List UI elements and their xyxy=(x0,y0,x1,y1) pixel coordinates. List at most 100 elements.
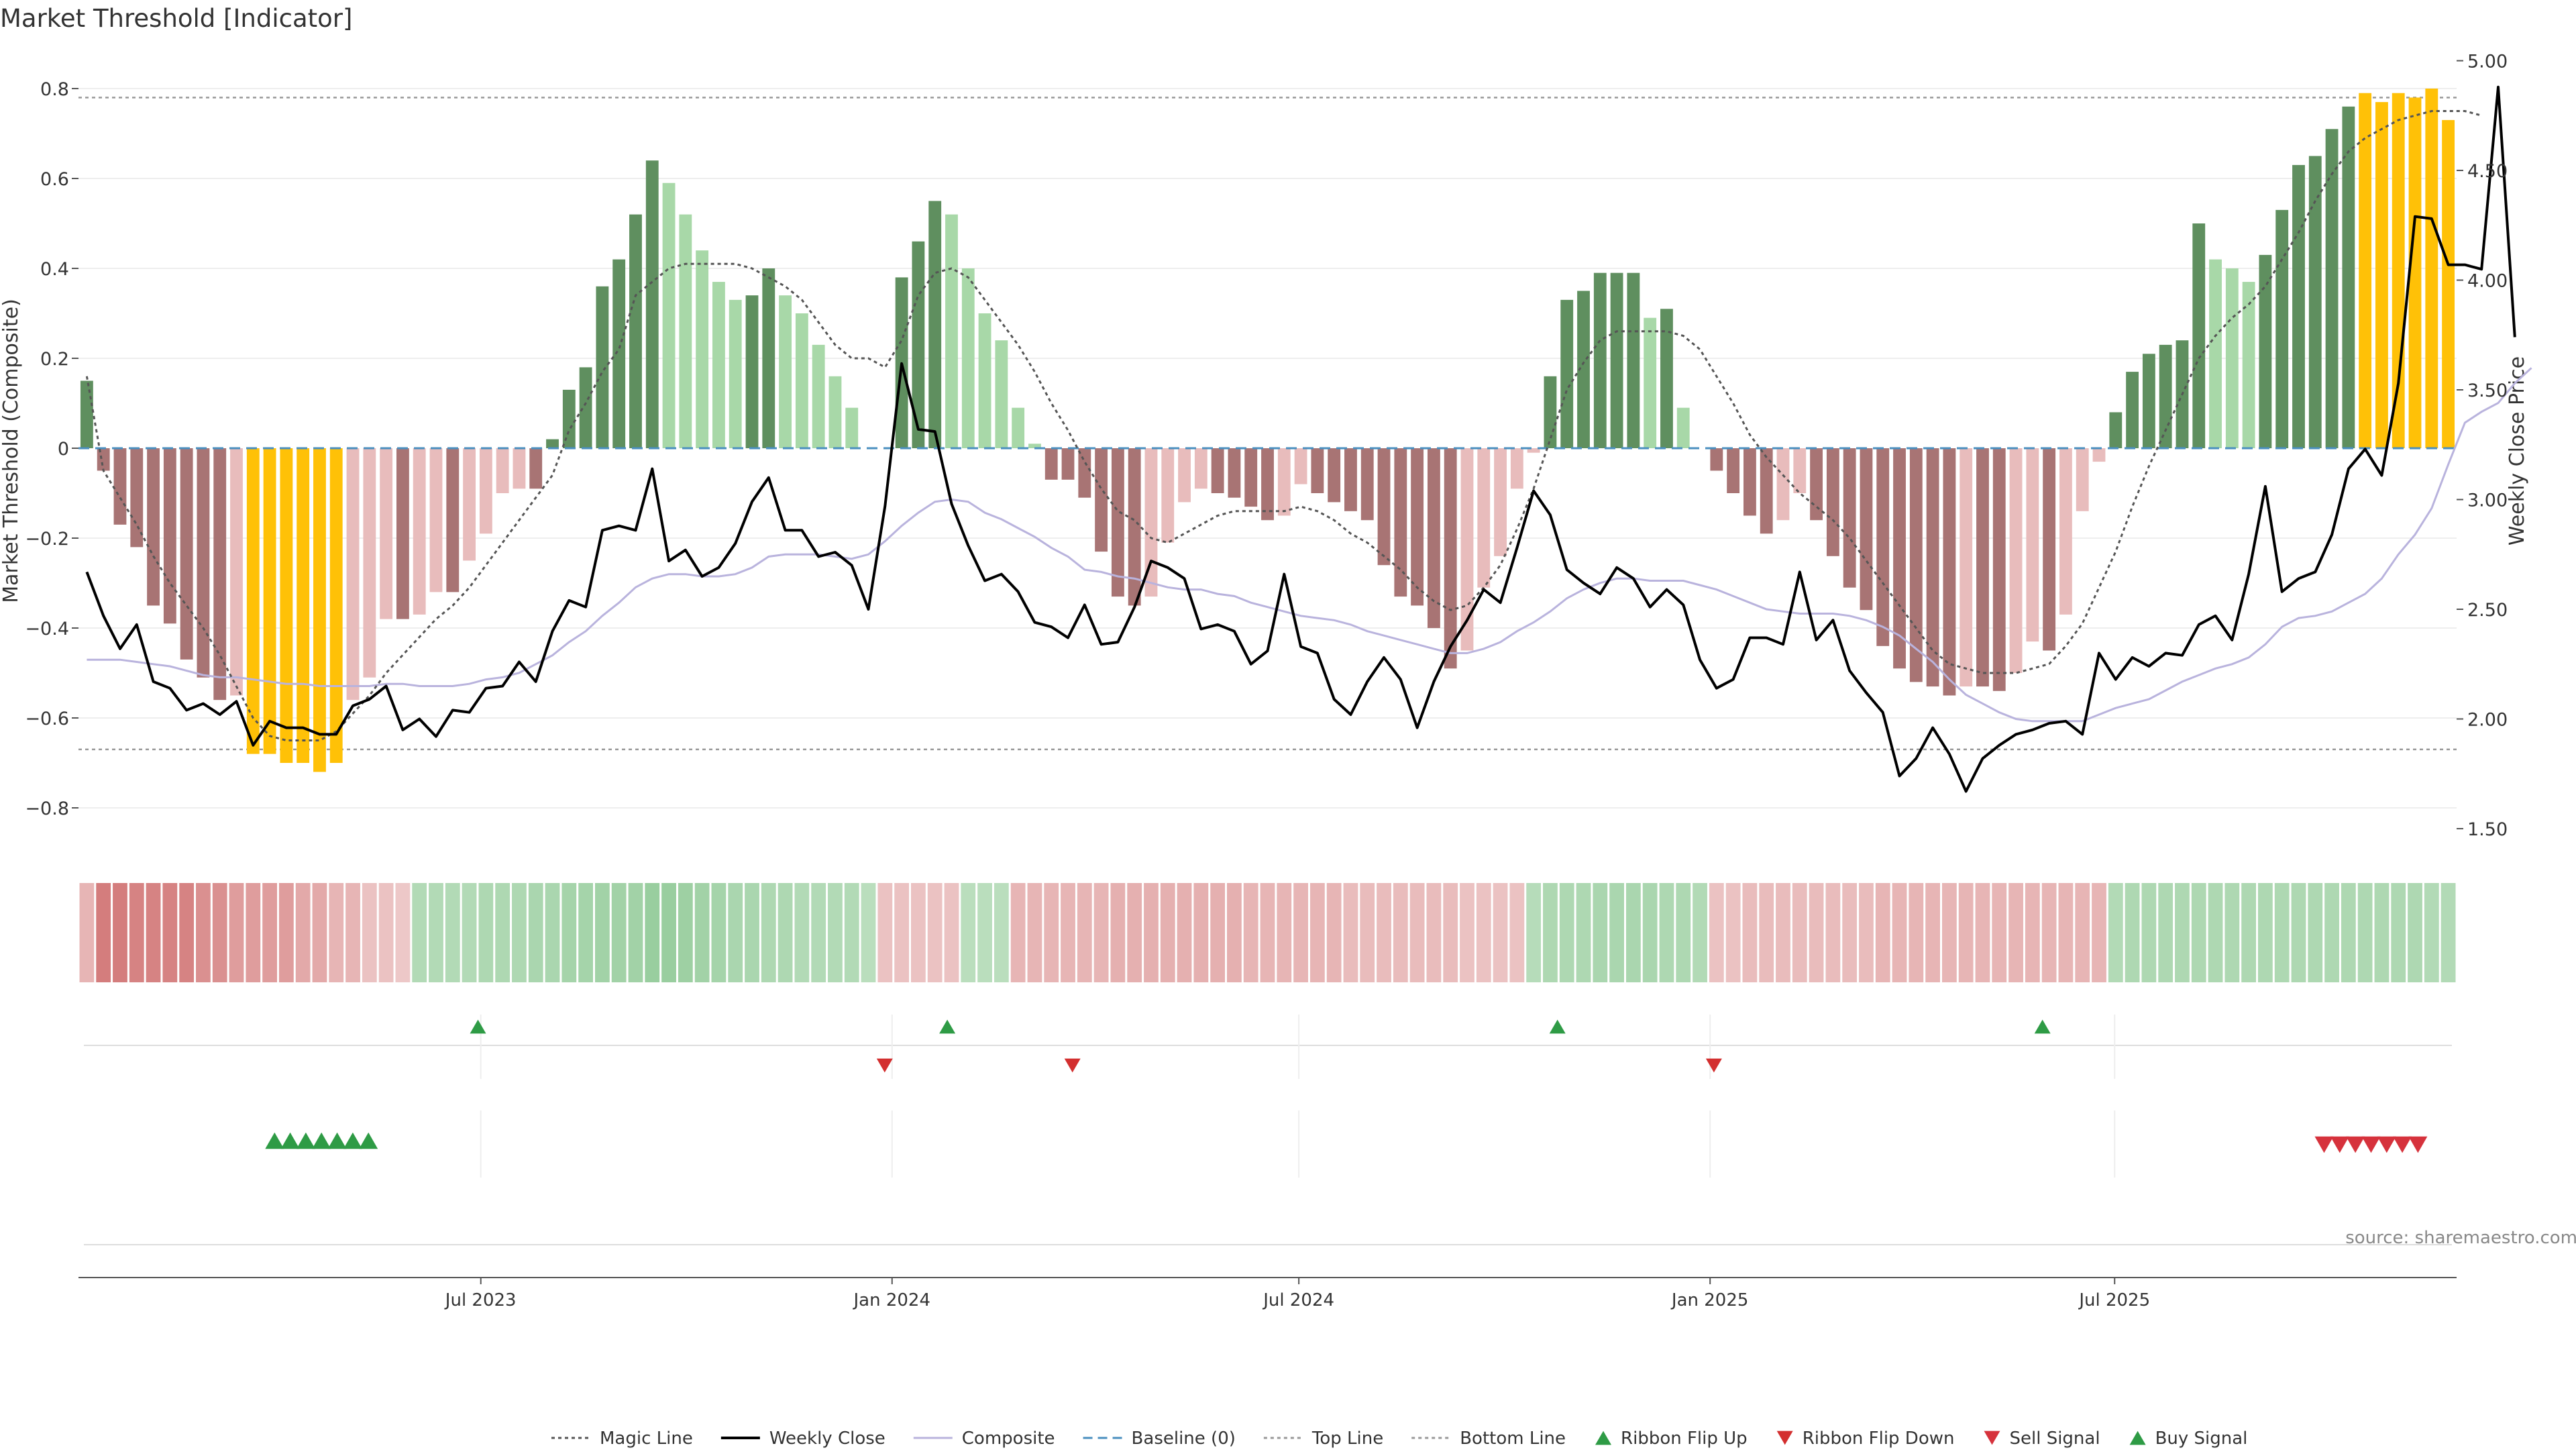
ribbon-cell xyxy=(1576,883,1591,982)
composite-bar xyxy=(496,448,509,493)
composite-bar xyxy=(1477,448,1491,588)
composite-bar xyxy=(2109,412,2123,448)
x-tick-label: Jul 2024 xyxy=(1262,1290,1334,1310)
composite-bar xyxy=(712,282,725,448)
ribbon-cell xyxy=(761,883,776,982)
composite-bar xyxy=(1527,448,1540,453)
ribbon-cell xyxy=(113,883,127,982)
composite-bar xyxy=(1328,448,1341,503)
ribbon-cell xyxy=(2025,883,2040,982)
composite-bar xyxy=(1044,448,1058,480)
composite-bar xyxy=(1261,448,1274,521)
composite-bar xyxy=(2342,106,2355,449)
ribbon-cell xyxy=(2008,883,2023,982)
composite-bar xyxy=(745,295,759,448)
composite-bar xyxy=(396,448,409,619)
sell-signal-marker xyxy=(2393,1136,2412,1153)
y-tick-label-right: 3.50 xyxy=(2467,380,2508,401)
ribbon-cell xyxy=(329,883,344,982)
ribbon-cell xyxy=(2274,883,2290,982)
ribbon-cell xyxy=(794,883,810,982)
ribbon-cell xyxy=(1776,883,1790,982)
ribbon-cell xyxy=(977,883,992,982)
composite-bar xyxy=(762,268,775,448)
composite-bar xyxy=(2442,119,2455,448)
composite-bar xyxy=(662,183,676,448)
buy-signal-marker xyxy=(312,1132,331,1149)
ribbon-cell xyxy=(678,883,693,982)
ribbon-cell xyxy=(2291,883,2306,982)
composite-bar xyxy=(263,448,276,754)
composite-bar xyxy=(1627,272,1640,448)
composite-bar xyxy=(579,367,592,448)
ribbon-cell xyxy=(2424,883,2439,982)
composite-bar xyxy=(1095,448,1108,552)
legend-swatch xyxy=(1984,1431,2000,1445)
sell-signal-marker xyxy=(2377,1136,2396,1153)
composite-bar xyxy=(479,448,492,534)
ribbon-cell xyxy=(1975,883,1990,982)
legend-label: Top Line xyxy=(1311,1429,1383,1449)
ribbon-cell xyxy=(1077,883,1092,982)
legend-label: Weekly Close xyxy=(769,1429,885,1449)
ribbon-cell xyxy=(828,883,843,982)
source-credit: source: sharemaestro.com xyxy=(2345,1228,2576,1248)
composite-bar xyxy=(1228,448,1241,498)
composite-bar xyxy=(1028,444,1041,448)
legend-label: Magic Line xyxy=(600,1429,693,1449)
y-axis-label-right: Weekly Close Price xyxy=(2506,356,2529,546)
buy-signal-marker xyxy=(359,1132,378,1149)
composite-bar xyxy=(2192,223,2206,448)
composite-bar xyxy=(1826,448,1839,556)
composite-bar xyxy=(463,448,476,561)
composite-bar xyxy=(1411,448,1424,606)
y-tick-label-left: 0.8 xyxy=(40,79,69,100)
signal-panels xyxy=(84,1015,2452,1245)
composite-bar xyxy=(945,214,958,448)
buy-signal-marker xyxy=(343,1132,362,1149)
threshold-lines xyxy=(78,97,2457,751)
ribbon-cell xyxy=(1409,883,1425,982)
composite-bar xyxy=(529,448,543,489)
weekly-close-line xyxy=(85,85,2516,793)
composite-bar xyxy=(1727,448,1740,493)
composite-bar xyxy=(1394,448,1407,597)
ribbon-cell xyxy=(1909,883,1924,982)
buy-signal-marker xyxy=(280,1132,300,1149)
composite-bar xyxy=(978,313,991,448)
y-tick-label-left: 0 xyxy=(58,439,69,460)
x-tick-label: Jul 2025 xyxy=(2078,1290,2150,1310)
ribbon-cell xyxy=(927,883,943,982)
composite-bar xyxy=(1860,448,1873,611)
ribbon-cell xyxy=(1992,883,2007,982)
ribbon-cell xyxy=(1709,883,1724,982)
composite-bar xyxy=(2408,97,2422,448)
ribbon-cell xyxy=(1859,883,1874,982)
composite-bar xyxy=(113,448,127,525)
ribbon-flip-down-marker xyxy=(1705,1058,1722,1073)
y-tick-label-left: −0.8 xyxy=(25,798,69,819)
y-axis-label-left: Market Threshold (Composite) xyxy=(0,299,23,603)
ribbon-cell xyxy=(1443,883,1458,982)
ribbon-cell xyxy=(2391,883,2406,982)
ribbon-cell xyxy=(495,883,511,982)
ribbon-cell xyxy=(1742,883,1758,982)
ribbon-cell xyxy=(1160,883,1175,982)
ribbon-flip-down-marker xyxy=(1064,1058,1081,1073)
composite-bar xyxy=(280,448,293,763)
composite-bar xyxy=(1194,448,1208,489)
x-tick-label: Jul 2023 xyxy=(444,1290,517,1310)
ribbon-cell xyxy=(1061,883,1075,982)
composite-bar xyxy=(1926,448,1939,687)
ribbon-cell xyxy=(811,883,826,982)
ribbon-cell xyxy=(561,883,577,982)
y-tick-label-left: 0.4 xyxy=(40,259,69,280)
composite-bar xyxy=(1360,448,1374,521)
composite-bar xyxy=(2159,344,2172,448)
legend-swatch xyxy=(1595,1431,1611,1445)
ribbon-cell xyxy=(2440,883,2456,982)
ribbon-cell xyxy=(1942,883,1957,982)
ribbon-cell xyxy=(146,883,161,982)
y-tick-label-left: 0.2 xyxy=(40,349,69,370)
ribbon-cell xyxy=(179,883,195,982)
